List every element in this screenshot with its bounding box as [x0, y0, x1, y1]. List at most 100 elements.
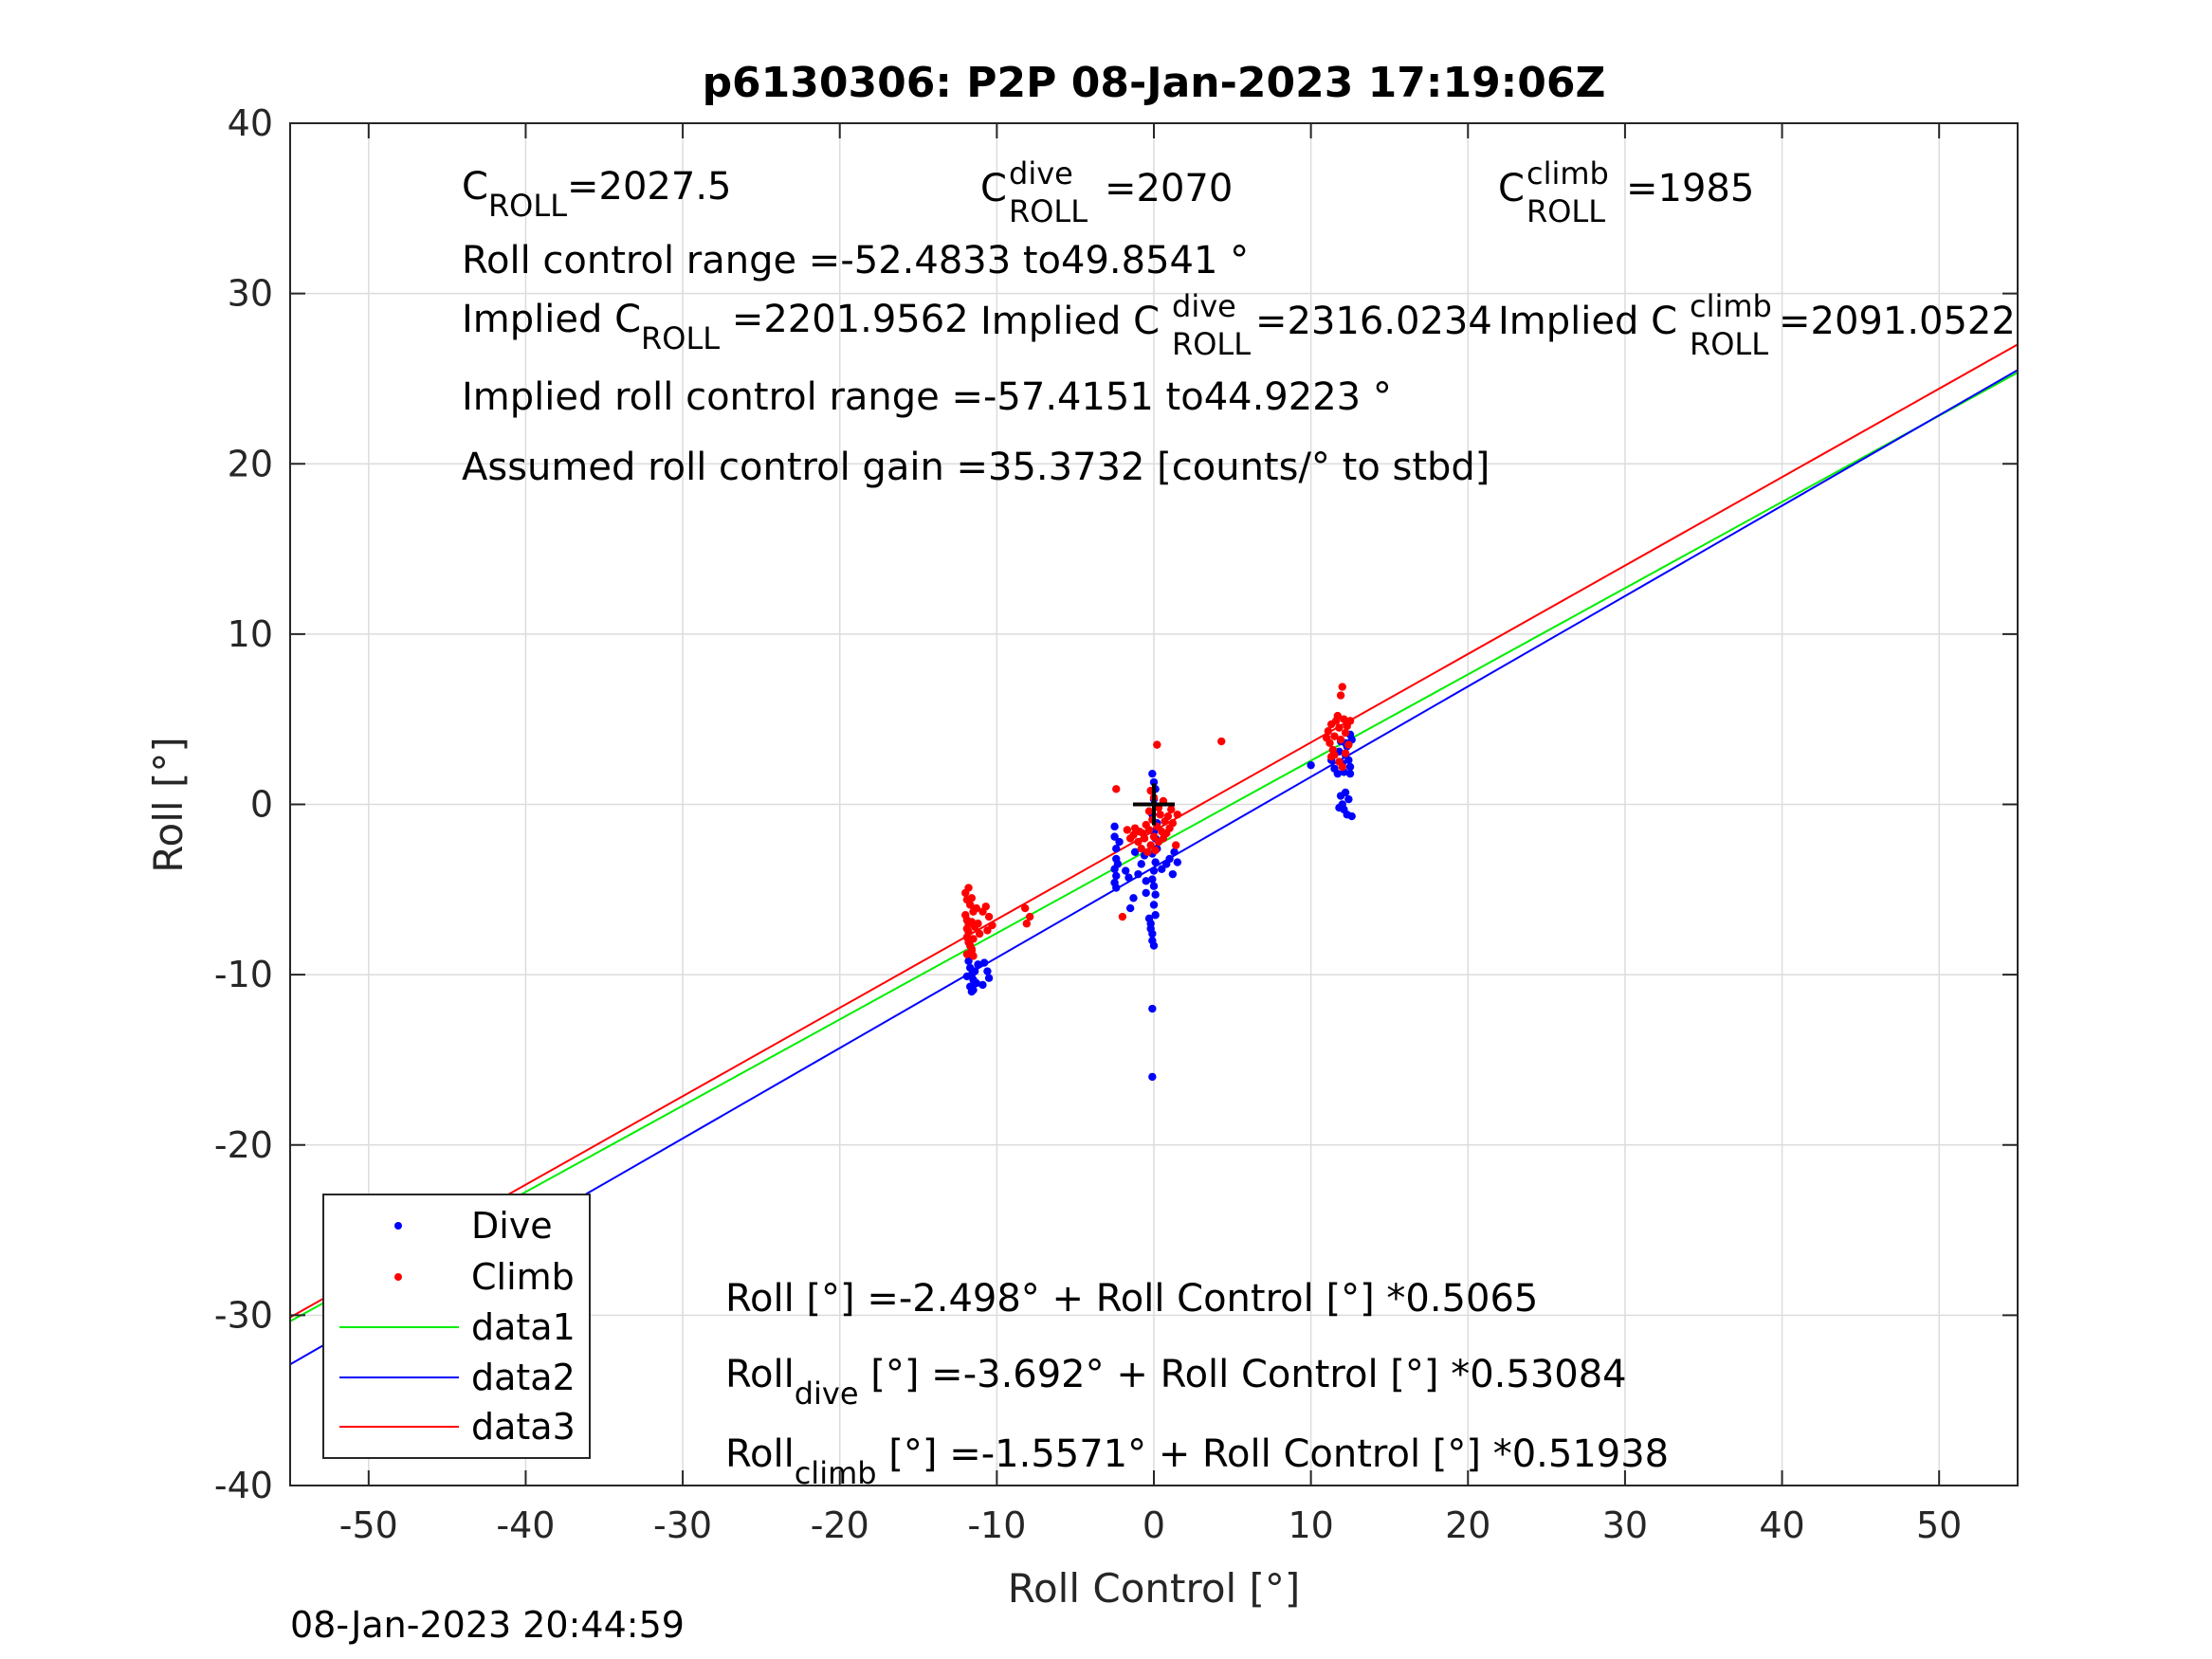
annotation-implied-c-roll-dive-sub: ROLL — [1172, 326, 1251, 362]
y-tick-label: 30 — [228, 273, 273, 315]
annotation-implied-range: Implied roll control range =-57.4151 to4… — [462, 375, 1392, 419]
climb-point — [974, 920, 982, 928]
legend-data2-label: data2 — [471, 1357, 576, 1398]
y-tick-label: -30 — [214, 1294, 273, 1336]
dive-point — [962, 972, 972, 981]
legend-data1-label: data1 — [471, 1306, 576, 1348]
annotation-implied-c-roll-climb-sup: climb — [1690, 288, 1772, 324]
climb-point — [1173, 811, 1182, 819]
dive-point — [1344, 756, 1353, 764]
climb-point — [969, 935, 978, 943]
x-tick-label: -50 — [339, 1504, 398, 1546]
annotation-implied-c-roll-dive-value: =2316.0234 — [1255, 300, 1492, 343]
climb-point — [1020, 903, 1030, 913]
dive-point — [1124, 873, 1133, 882]
x-axis-label: Roll Control [°] — [1008, 1565, 1301, 1612]
dive-point — [1137, 860, 1145, 868]
climb-point — [1151, 846, 1160, 855]
annotation-c-roll-climb-sub: ROLL — [1526, 193, 1605, 229]
dive-point — [1146, 924, 1155, 933]
dive-point — [1345, 769, 1355, 778]
dive-point — [1151, 858, 1160, 866]
climb-point — [984, 912, 994, 921]
dive-point — [1168, 869, 1178, 879]
dive-point — [1125, 903, 1135, 913]
dive-point — [1335, 803, 1344, 812]
dive-point — [1130, 848, 1140, 856]
annotation-implied-c-roll-dive: Implied C — [980, 300, 1160, 343]
climb-point — [967, 944, 977, 954]
climb-point — [1167, 805, 1176, 814]
dive-point — [1142, 888, 1150, 898]
climb-point — [1333, 711, 1342, 720]
x-tick-label: -30 — [653, 1504, 712, 1546]
climb-point — [1171, 841, 1180, 849]
x-tick-label: 10 — [1288, 1504, 1333, 1546]
dive-point — [964, 957, 973, 965]
climb-point — [1143, 848, 1152, 856]
dive-point — [1341, 788, 1350, 797]
climb-point — [1140, 834, 1149, 843]
climb-point — [988, 921, 996, 930]
dive-point — [1113, 860, 1123, 868]
x-tick-label: -40 — [496, 1504, 555, 1546]
dive-point — [969, 986, 978, 994]
climb-point — [967, 894, 977, 902]
annotation-c-roll-dive-sup: dive — [1009, 155, 1073, 191]
dive-point — [1148, 937, 1157, 945]
legend: Dive Climb data1 data2 data3 — [322, 1194, 591, 1459]
climb-point — [1325, 738, 1334, 748]
y-tick-label: 0 — [250, 784, 273, 826]
annotation-c-roll-dive-sub: ROLL — [1009, 193, 1088, 229]
dive-point — [1170, 848, 1179, 856]
dive-point — [1149, 866, 1159, 875]
dive-point — [1345, 762, 1355, 772]
climb-point — [1144, 807, 1154, 815]
dive-point — [1148, 875, 1157, 884]
dive-point — [970, 967, 979, 975]
x-tick-label: -10 — [967, 1504, 1026, 1546]
dive-point — [1110, 822, 1119, 831]
footer-timestamp: 08-Jan-2023 20:44:59 — [290, 1604, 685, 1646]
climb-point — [1338, 762, 1346, 772]
equation-climb: Rollclimb [°] =-1.5571° + Roll Control [… — [725, 1432, 1669, 1491]
climb-point — [1336, 736, 1345, 744]
climb-point — [1326, 753, 1336, 761]
annotation-c-roll-dive-value: =2070 — [1105, 167, 1233, 210]
legend-dive-label: Dive — [471, 1205, 553, 1247]
annotation-gain: Assumed roll control gain =35.3732 [coun… — [462, 446, 1490, 489]
climb-point — [962, 950, 972, 958]
x-tick-label: 20 — [1445, 1504, 1490, 1546]
legend-dive-swatch — [394, 1222, 402, 1230]
climb-point — [1025, 912, 1034, 921]
climb-point — [1168, 819, 1178, 828]
climb-point — [975, 929, 984, 939]
climb-point — [1137, 845, 1145, 853]
annotation-implied-c-roll-climb-value: =2091.0522 — [1779, 300, 2016, 343]
dive-point — [978, 980, 987, 990]
climb-point — [1344, 740, 1353, 749]
climb-point — [1336, 691, 1345, 700]
dive-point — [1158, 865, 1166, 873]
annotation-implied-c-roll-climb-sub: ROLL — [1690, 326, 1768, 362]
dive-point — [1134, 869, 1143, 879]
climb-point — [1345, 717, 1355, 725]
y-tick-label: 10 — [228, 613, 273, 655]
x-tick-label: 0 — [1143, 1504, 1165, 1546]
dive-point — [1149, 901, 1159, 909]
chart-title: p6130306: P2P 08-Jan-2023 17:19:06Z — [703, 59, 1606, 107]
climb-point — [1340, 715, 1348, 723]
climb-point — [1146, 841, 1155, 849]
y-tick-label: -20 — [214, 1124, 273, 1166]
y-tick-label: 20 — [228, 443, 273, 484]
climb-point — [1335, 723, 1344, 732]
x-tick-label: 50 — [1916, 1504, 1962, 1546]
climb-point — [969, 952, 978, 960]
climb-point — [983, 926, 992, 935]
dive-point — [1149, 882, 1159, 890]
climb-point — [1144, 826, 1154, 834]
dive-point — [1151, 890, 1160, 899]
climb-point — [1338, 683, 1346, 691]
dive-point — [1149, 777, 1159, 787]
